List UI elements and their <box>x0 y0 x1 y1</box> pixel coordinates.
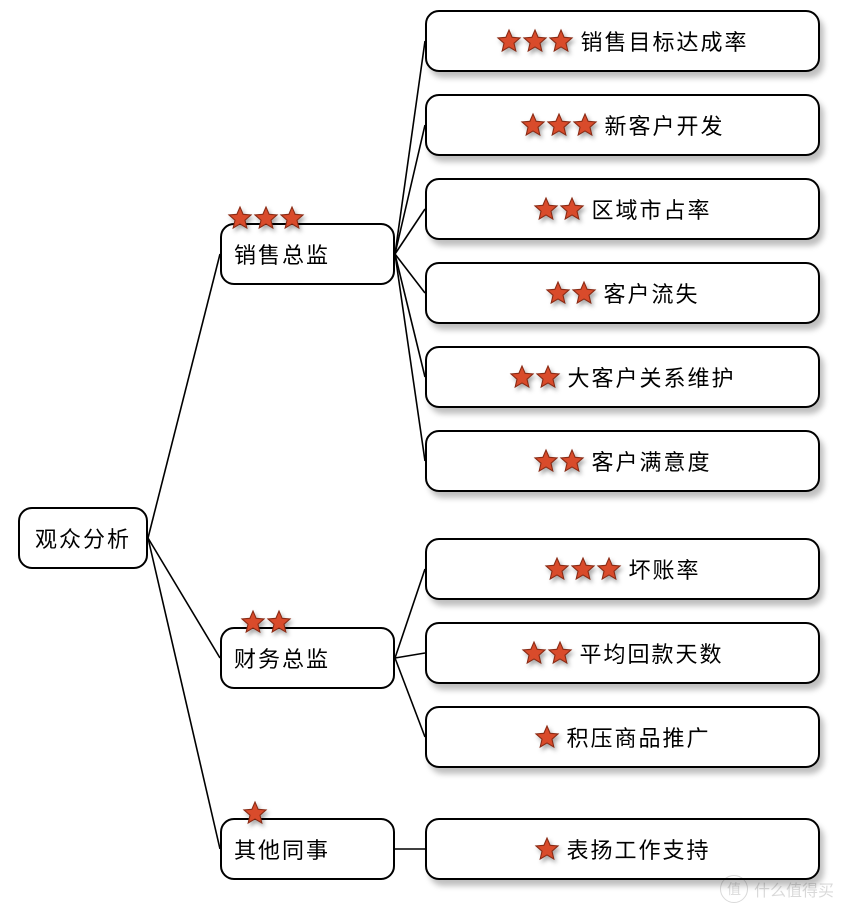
leaf-label: 客户流失 <box>603 277 699 309</box>
star-group <box>242 800 268 826</box>
leaf-label: 区域市占率 <box>591 193 711 225</box>
star-group <box>533 196 585 222</box>
mid-node-finance: 财务总监 <box>220 627 395 689</box>
leaf-label: 客户满意度 <box>591 445 711 477</box>
star-group <box>520 112 598 138</box>
mid-node-others: 其他同事 <box>220 818 395 880</box>
star-group <box>227 205 305 231</box>
leaf-node: 坏账率 <box>425 538 820 600</box>
leaf-node: 区域市占率 <box>425 178 820 240</box>
mid-node-sales: 销售总监 <box>220 223 395 285</box>
leaf-node: 积压商品推广 <box>425 706 820 768</box>
leaf-label: 销售目标达成率 <box>580 25 748 57</box>
leaf-label: 平均回款天数 <box>579 637 723 669</box>
star-group <box>496 28 574 54</box>
star-group <box>240 609 292 635</box>
watermark-badge: 值 <box>720 875 748 903</box>
leaf-node: 客户满意度 <box>425 430 820 492</box>
leaf-node: 新客户开发 <box>425 94 820 156</box>
leaf-node: 表扬工作支持 <box>425 818 820 880</box>
star-group <box>534 836 560 862</box>
star-group <box>533 448 585 474</box>
leaf-label: 大客户关系维护 <box>567 361 735 393</box>
leaf-node: 大客户关系维护 <box>425 346 820 408</box>
mid-label: 销售总监 <box>234 238 330 270</box>
root-label: 观众分析 <box>35 522 131 554</box>
star-group <box>509 364 561 390</box>
star-group <box>544 556 622 582</box>
leaf-node: 平均回款天数 <box>425 622 820 684</box>
watermark-text: 什么值得买 <box>754 877 834 901</box>
star-group <box>521 640 573 666</box>
leaf-label: 坏账率 <box>628 553 700 585</box>
leaf-node: 客户流失 <box>425 262 820 324</box>
watermark: 值 什么值得买 <box>720 875 834 903</box>
star-group <box>545 280 597 306</box>
leaf-node: 销售目标达成率 <box>425 10 820 72</box>
mid-label: 财务总监 <box>234 642 330 674</box>
star-group <box>534 724 560 750</box>
leaf-label: 新客户开发 <box>604 109 724 141</box>
leaf-label: 积压商品推广 <box>566 721 710 753</box>
leaf-label: 表扬工作支持 <box>566 833 710 865</box>
root-node: 观众分析 <box>18 507 148 569</box>
mid-label: 其他同事 <box>234 833 330 865</box>
